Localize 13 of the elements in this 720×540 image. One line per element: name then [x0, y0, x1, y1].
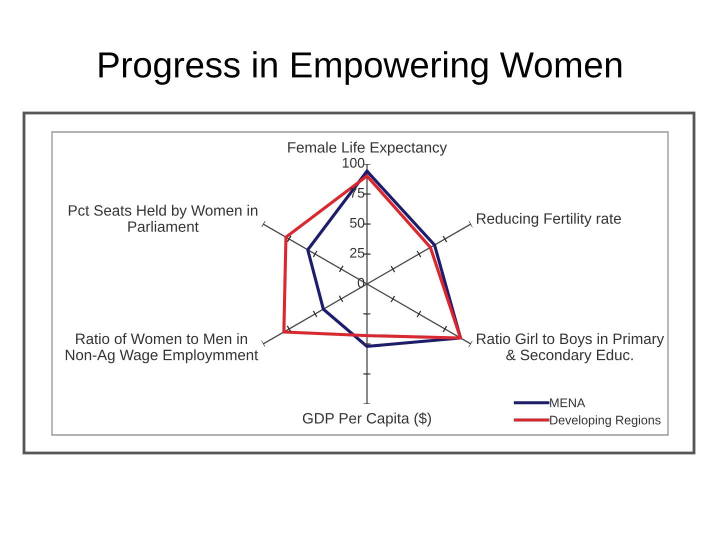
y-tick-label: 50: [350, 218, 364, 228]
spoke-label: Female Life Expectancy: [288, 142, 448, 156]
y-tick-label: 25: [350, 248, 364, 258]
y-tick-label: 100: [342, 158, 364, 168]
spoke-label: Ratio of Women to Men in Non-Ag Wage Employmment: [66, 333, 258, 364]
spoke-label: Pct Seats Held by Women in Parliament: [68, 204, 258, 232]
spoke-label: GDP Per Capita ($): [302, 412, 431, 427]
spoke-label: Reducing Fertility rate: [476, 212, 621, 227]
chart-title: Progress in Empowering Women: [99, 51, 622, 85]
legend-label: Developing Regions: [550, 415, 661, 427]
y-tick-label: 0: [358, 278, 364, 288]
spoke-label: Ratio Girl to Boys in Primary & Secondary Educ.: [476, 333, 664, 364]
legend-label: MENA: [550, 398, 586, 408]
